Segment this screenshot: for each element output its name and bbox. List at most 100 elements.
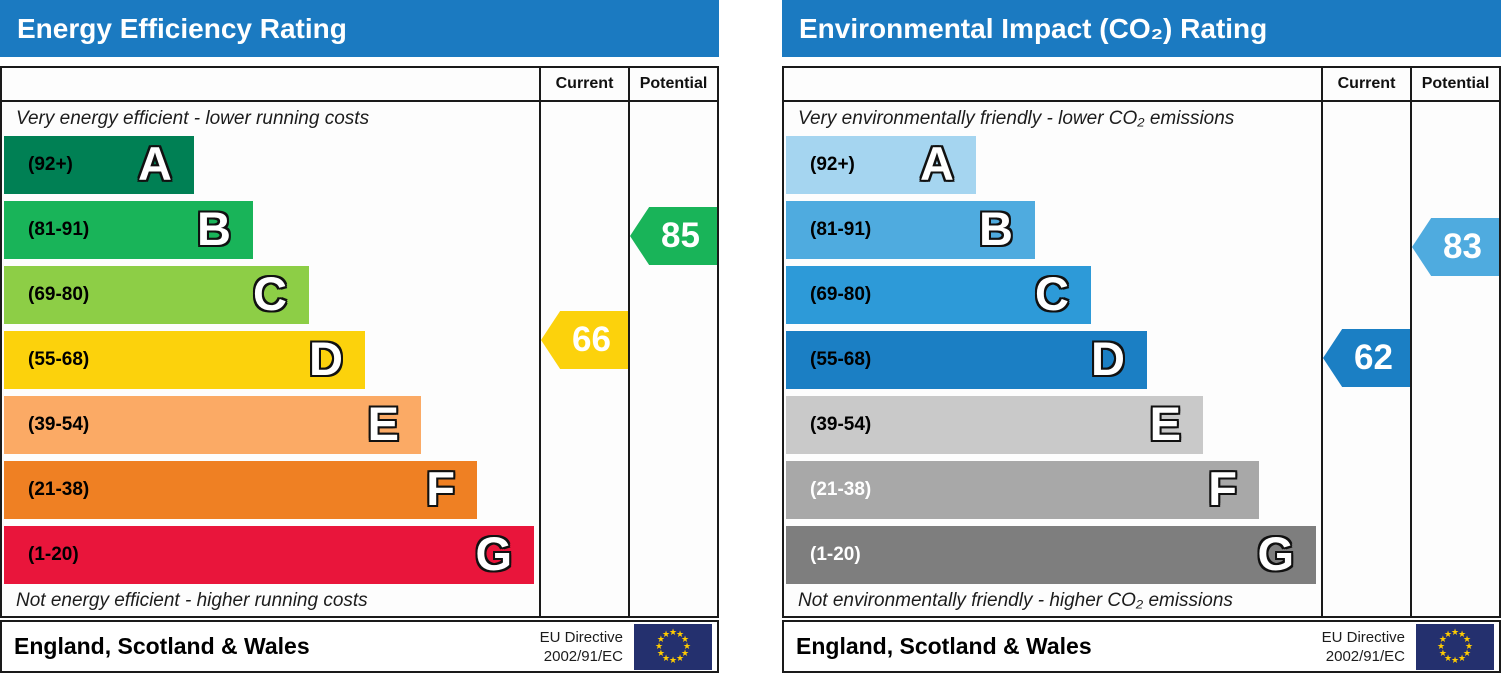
panel-title-bar: Environmental Impact (CO₂) Rating <box>782 0 1501 57</box>
rating-table: Current Potential Very environmentally f… <box>782 66 1501 618</box>
band-row-F: (21-38) F <box>786 461 1259 519</box>
band-letter: G <box>475 527 512 580</box>
rating-bands: (92+) A (81-91) B (69-80) C (55-68) D (39-54) E (2… <box>786 136 1321 588</box>
svg-text:★: ★ <box>662 630 670 640</box>
column-divider <box>1321 68 1323 616</box>
panel-title-bar: Energy Efficiency Rating <box>0 0 719 57</box>
band-range-label: (81-91) <box>810 219 872 240</box>
band-row-A: (92+) A <box>786 136 976 194</box>
band-letter: F <box>426 462 455 515</box>
band-letter: G <box>1257 527 1294 580</box>
energy-efficiency-panel: Energy Efficiency Rating Current Potenti… <box>0 0 719 675</box>
region-label: England, Scotland & Wales <box>796 633 1092 659</box>
band-letter: A <box>920 137 954 190</box>
band-range-label: (55-68) <box>810 349 872 370</box>
band-row-E: (39-54) E <box>4 396 421 454</box>
band-letter: C <box>253 267 287 320</box>
bottom-note: Not energy efficient - higher running co… <box>16 590 368 611</box>
svg-text:★: ★ <box>655 642 663 652</box>
band-range-label: (81-91) <box>28 219 90 240</box>
band-range-label: (1-20) <box>810 544 861 565</box>
band-row-B: (81-91) B <box>4 201 253 259</box>
band-range-label: (92+) <box>28 154 73 175</box>
svg-text:★: ★ <box>669 656 677 666</box>
svg-text:★: ★ <box>669 628 677 638</box>
region-label: England, Scotland & Wales <box>14 633 310 659</box>
svg-text:★: ★ <box>1465 642 1473 652</box>
bottom-note: Not environmentally friendly - higher CO… <box>798 590 1233 611</box>
svg-text:★: ★ <box>1444 630 1452 640</box>
svg-text:★: ★ <box>681 649 689 659</box>
svg-text:★: ★ <box>1439 635 1447 645</box>
panel-footer: England, Scotland & Wales EU Directive 2… <box>0 620 719 673</box>
svg-text:★: ★ <box>1444 654 1452 664</box>
potential-column-header: Potential <box>1421 75 1490 92</box>
band-range-label: (69-80) <box>810 284 872 305</box>
svg-text:★: ★ <box>1451 656 1459 666</box>
current-rating-indicator: 66 <box>541 311 628 369</box>
band-letter: C <box>1035 267 1069 320</box>
current-rating-value: 62 <box>1354 338 1393 377</box>
svg-text:★: ★ <box>683 642 691 652</box>
potential-rating-value: 83 <box>1443 227 1482 266</box>
rating-bands: (92+) A (81-91) B (69-80) C (55-68) D (39-54) E (2… <box>4 136 539 588</box>
potential-column-header: Potential <box>639 75 708 92</box>
svg-text:★: ★ <box>676 630 684 640</box>
svg-text:★: ★ <box>657 649 665 659</box>
svg-text:★: ★ <box>1458 630 1466 640</box>
svg-text:★: ★ <box>681 635 689 645</box>
band-letter: D <box>1091 332 1125 385</box>
band-letter: F <box>1208 462 1237 515</box>
eu-flag-icon: ★★★★★★★★★★★★ <box>1416 624 1494 670</box>
current-rating-indicator: 62 <box>1323 329 1410 387</box>
band-row-D: (55-68) D <box>4 331 365 389</box>
svg-text:★: ★ <box>662 654 670 664</box>
band-row-G: (1-20) G <box>786 526 1316 584</box>
band-row-C: (69-80) C <box>4 266 309 324</box>
panel-title: Environmental Impact (CO₂) Rating <box>799 13 1268 44</box>
band-letter: B <box>979 202 1013 255</box>
svg-text:★: ★ <box>1437 642 1445 652</box>
band-row-E: (39-54) E <box>786 396 1203 454</box>
band-row-C: (69-80) C <box>786 266 1091 324</box>
eu-flag-icon: ★★★★★★★★★★★★ <box>634 624 712 670</box>
potential-rating-value: 85 <box>661 216 700 255</box>
environmental-impact-panel: Environmental Impact (CO₂) Rating Curren… <box>782 0 1501 675</box>
column-divider <box>628 68 630 616</box>
band-row-A: (92+) A <box>4 136 194 194</box>
svg-text:★: ★ <box>1439 649 1447 659</box>
svg-text:★: ★ <box>1458 654 1466 664</box>
rating-table: Current Potential Very energy efficient … <box>0 66 719 618</box>
potential-rating-indicator: 83 <box>1412 218 1499 276</box>
svg-text:★: ★ <box>657 635 665 645</box>
band-range-label: (39-54) <box>810 414 872 435</box>
svg-text:★: ★ <box>1451 628 1459 638</box>
column-divider <box>1410 68 1412 616</box>
band-letter: D <box>309 332 343 385</box>
header-divider <box>784 100 1499 102</box>
band-letter: E <box>367 397 399 450</box>
band-row-D: (55-68) D <box>786 331 1147 389</box>
top-note: Very energy efficient - lower running co… <box>16 108 370 129</box>
current-column-header: Current <box>555 75 614 92</box>
panel-title: Energy Efficiency Rating <box>17 13 347 44</box>
top-note: Very environmentally friendly - lower CO… <box>798 108 1235 129</box>
panel-footer: England, Scotland & Wales EU Directive 2… <box>782 620 1501 673</box>
band-row-B: (81-91) B <box>786 201 1035 259</box>
eu-directive-label: EU Directive 2002/91/EC <box>1321 629 1405 665</box>
band-letter: B <box>197 202 231 255</box>
band-range-label: (1-20) <box>28 544 79 565</box>
current-column-header: Current <box>1337 75 1396 92</box>
band-range-label: (69-80) <box>28 284 90 305</box>
band-row-F: (21-38) F <box>4 461 477 519</box>
svg-text:★: ★ <box>1463 649 1471 659</box>
band-letter: A <box>138 137 172 190</box>
band-row-G: (1-20) G <box>4 526 534 584</box>
svg-text:★: ★ <box>676 654 684 664</box>
band-letter: E <box>1149 397 1181 450</box>
band-range-label: (55-68) <box>28 349 90 370</box>
header-divider <box>2 100 717 102</box>
band-range-label: (21-38) <box>810 479 872 500</box>
potential-rating-indicator: 85 <box>630 207 717 265</box>
